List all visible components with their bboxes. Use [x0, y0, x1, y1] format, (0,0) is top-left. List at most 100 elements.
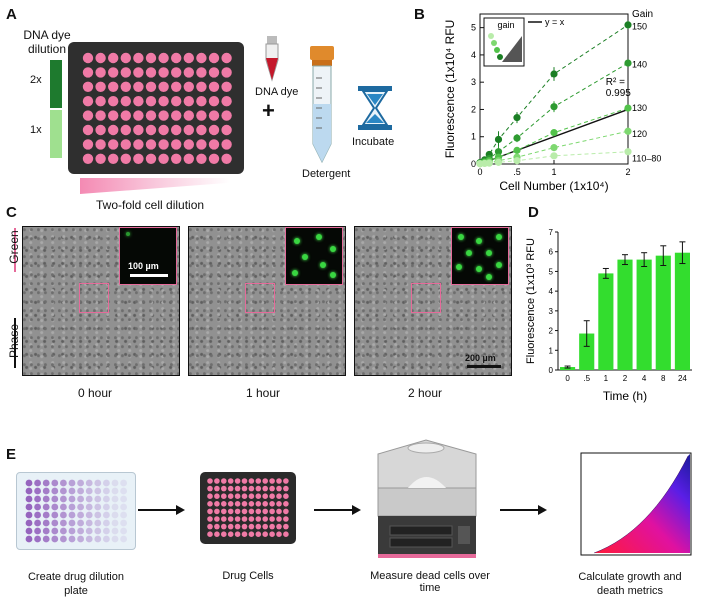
well [207, 478, 213, 484]
y-tick-label: 7 [549, 228, 554, 237]
well [51, 495, 59, 503]
well [208, 153, 220, 164]
dna-dye-vial-icon [265, 36, 279, 82]
micrograph-1h [188, 226, 346, 376]
well [111, 511, 119, 519]
well [255, 523, 262, 530]
data-point [513, 134, 521, 142]
well [34, 535, 41, 543]
well [120, 487, 127, 495]
scale-main-label: 200 µm [465, 353, 496, 363]
well [183, 81, 194, 92]
well [171, 139, 182, 150]
well [120, 479, 127, 487]
well [208, 139, 220, 150]
well [262, 531, 268, 537]
step4-label: Calculate growth and death metrics [560, 570, 700, 598]
well [103, 479, 110, 487]
x-tick-label: 4 [642, 374, 647, 383]
well [208, 110, 220, 121]
well [95, 110, 106, 121]
well [60, 479, 67, 487]
well [262, 478, 268, 484]
well [227, 478, 234, 484]
y-tick-label: 0 [549, 366, 554, 375]
well [221, 52, 232, 64]
micrograph-0h: 100 µm [22, 226, 180, 376]
well [42, 527, 50, 535]
well [85, 511, 93, 519]
well [214, 501, 220, 507]
well [95, 96, 106, 107]
well [82, 52, 94, 64]
well [283, 508, 289, 515]
well [241, 508, 248, 515]
well [111, 495, 119, 503]
well [227, 508, 234, 515]
plus-sign: + [262, 98, 275, 123]
well [133, 81, 144, 92]
well [283, 501, 289, 507]
well [221, 67, 232, 78]
legend-dot [494, 47, 500, 53]
well [183, 52, 194, 64]
well [276, 501, 282, 507]
fluorescence-inset-1h [285, 227, 343, 285]
data-point [494, 148, 503, 156]
well [34, 519, 41, 527]
well [248, 493, 255, 499]
y-tick-label: 3 [549, 307, 554, 316]
x-tick-label: 2 [623, 374, 628, 383]
well [221, 153, 232, 164]
well [120, 67, 131, 78]
well [207, 523, 213, 530]
x-axis-label: Cell Number (1x10⁴) [499, 179, 608, 193]
well [103, 487, 110, 495]
well [214, 508, 220, 515]
well [108, 52, 119, 64]
well [183, 67, 194, 78]
well [145, 153, 157, 164]
well [85, 535, 93, 543]
96-well-plate [68, 42, 244, 174]
well [255, 493, 262, 499]
well [207, 516, 213, 522]
bar [636, 259, 652, 370]
well [51, 511, 59, 519]
legend-dot [497, 54, 503, 60]
step1-label-line1: Create drug dilution [27, 571, 124, 583]
well [283, 493, 289, 499]
well [103, 519, 110, 527]
well [183, 153, 194, 164]
step3-label: Measure dead cells over time [370, 570, 490, 594]
well [145, 52, 157, 64]
well [208, 124, 220, 136]
well [25, 503, 33, 511]
well [25, 479, 33, 487]
well [25, 495, 33, 503]
plate-wells [82, 52, 232, 164]
well [221, 81, 232, 92]
well [103, 535, 110, 543]
drug-cells-wells [207, 478, 289, 537]
well [171, 96, 182, 107]
fluorescence-inset-0h: 100 µm [119, 227, 177, 285]
well [158, 67, 169, 78]
well [241, 523, 248, 530]
well [94, 519, 102, 527]
data-point [513, 114, 521, 122]
well [120, 503, 127, 511]
well [183, 139, 194, 150]
well [171, 81, 182, 92]
well [25, 511, 33, 519]
well [42, 503, 50, 511]
well [158, 110, 169, 121]
panel-label-c: C [6, 204, 17, 221]
data-point [624, 104, 632, 112]
well [68, 495, 76, 503]
well [234, 485, 241, 492]
well [108, 153, 119, 164]
well [68, 535, 76, 543]
well [214, 516, 220, 522]
gain-header: Gain [632, 9, 653, 20]
